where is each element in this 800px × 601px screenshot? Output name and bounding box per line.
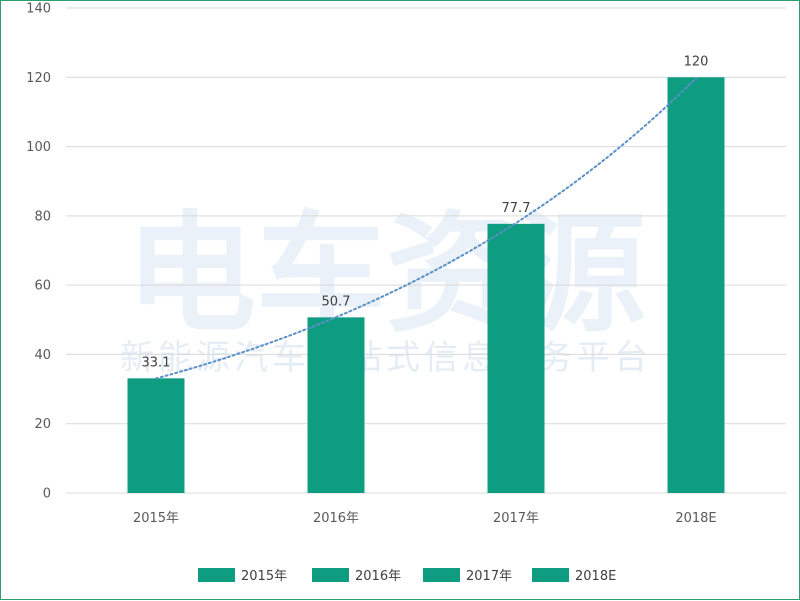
y-tick-label: 80 [34,209,51,224]
bar-2 [307,317,365,493]
bar-3 [487,223,545,493]
legend-label: 2017年 [466,569,512,584]
y-tick-label: 100 [26,140,51,155]
legend-swatch [198,568,235,582]
legend-label: 2016年 [355,569,401,584]
legend-label: 2018E [575,569,616,584]
y-tick-label: 0 [43,487,51,502]
gridlines [66,7,786,494]
bar-4 [667,77,725,494]
trendline-path [155,77,697,380]
y-tick-label: 40 [34,348,51,363]
legend-label: 2015年 [241,569,287,584]
legend: 2015年 2016年 2017年 2018E [198,568,616,584]
legend-swatch [312,568,349,582]
y-tick-label: 120 [26,71,51,86]
x-tick-label: 2016年 [313,511,359,526]
data-label: 77.7 [502,201,531,216]
data-labels: 33.1 50.7 77.7 120 [142,54,709,370]
watermark-sub-text: 新能源汽车一站式信息服务平台 [120,338,652,378]
data-label: 120 [684,54,709,69]
x-tick-label: 2015年 [133,511,179,526]
legend-swatch [423,568,460,582]
bars [127,77,725,494]
watermark-main-text: 电车资源 [126,198,646,350]
bar-1 [127,378,185,493]
data-label: 50.7 [322,294,351,309]
y-tick-label: 140 [26,2,51,17]
x-axis: 2015年 2016年 2017年 2018E [133,511,717,526]
y-tick-label: 20 [34,417,51,432]
data-label: 33.1 [142,355,171,370]
watermark: 电车资源 新能源汽车一站式信息服务平台 [120,198,652,378]
trendline [155,77,697,380]
y-axis: 0 20 40 60 80 100 120 140 [26,2,51,502]
x-tick-label: 2018E [675,511,716,526]
legend-swatch [532,568,569,582]
y-tick-label: 60 [34,279,51,294]
x-tick-label: 2017年 [493,511,539,526]
